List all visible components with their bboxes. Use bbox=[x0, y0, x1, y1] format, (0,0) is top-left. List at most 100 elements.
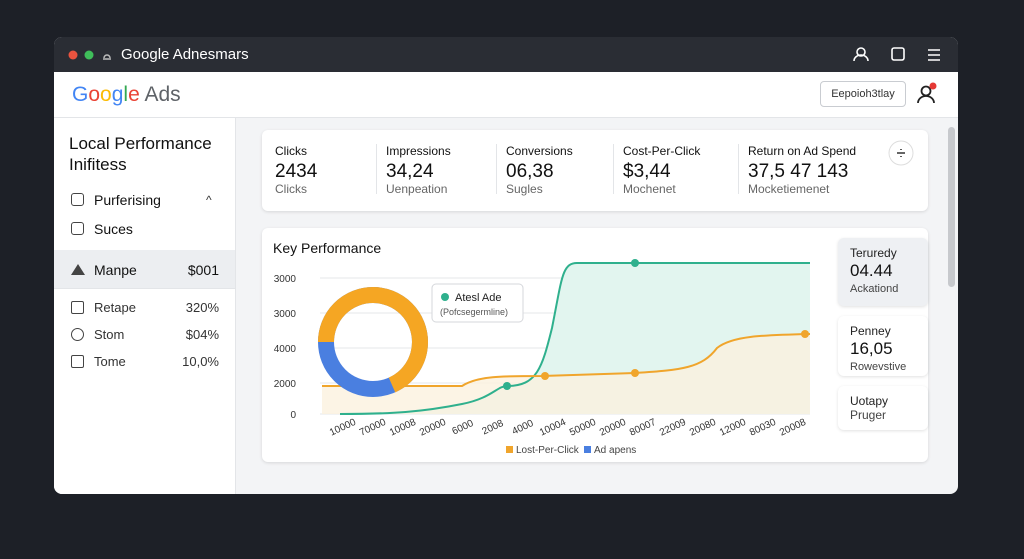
donut-legend-subtitle: (Pofcsegermline) bbox=[440, 307, 508, 317]
row-label[interactable]: Retape bbox=[94, 300, 136, 315]
settings-button[interactable] bbox=[888, 140, 914, 166]
window-title: Google Adnesmars bbox=[121, 46, 249, 63]
active-label[interactable]: Manpe bbox=[94, 262, 137, 278]
side-card-value: 04.44 bbox=[850, 261, 893, 280]
row-value: $04% bbox=[185, 327, 219, 342]
stat-label: Impressions bbox=[386, 144, 451, 158]
y-tick-label: 2000 bbox=[274, 379, 297, 390]
stat-value: 34,24 bbox=[386, 161, 434, 182]
stat-sub: Sugles bbox=[506, 182, 543, 196]
x-tick-label: 2008 bbox=[481, 418, 506, 438]
point bbox=[503, 382, 511, 390]
title-bar: Google Adnesmars bbox=[54, 37, 958, 72]
chevron: ^ bbox=[206, 193, 212, 207]
legend-swatch bbox=[584, 446, 591, 453]
stat-label: Clicks bbox=[275, 144, 307, 158]
area-fill bbox=[322, 334, 810, 414]
window-controls bbox=[68, 50, 111, 60]
header-button[interactable]: Eepoioh3tlay bbox=[820, 81, 906, 107]
x-tick-label: 10000 bbox=[328, 417, 358, 439]
x-tick-label: 20008 bbox=[778, 417, 808, 439]
row-value: 320% bbox=[185, 300, 219, 315]
x-tick-label: 22009 bbox=[658, 417, 688, 439]
stat-sub: Uenpeation bbox=[386, 182, 448, 196]
point bbox=[631, 369, 639, 377]
x-tick-label: 80030 bbox=[748, 417, 778, 439]
legend-label: Ad apens bbox=[594, 445, 636, 456]
x-tick-label: 70000 bbox=[358, 417, 388, 439]
header: Google Ads Eepoioh3tlay bbox=[54, 72, 958, 118]
x-tick-label: 50000 bbox=[568, 417, 598, 439]
menu-icon bbox=[71, 222, 84, 235]
side-card: Uotapy Pruger bbox=[838, 386, 928, 430]
row-icon bbox=[71, 328, 84, 341]
y-tick-label: 0 bbox=[290, 410, 296, 421]
logo-brand: Google bbox=[72, 83, 140, 106]
chart-title: Key Performance bbox=[273, 240, 381, 256]
stats-card: Clicks 2434 Clicks Impressions 34,24 Uenpeati… bbox=[262, 130, 928, 211]
scrollbar bbox=[948, 127, 955, 287]
row-value: 10,0% bbox=[182, 354, 219, 369]
stat-divider bbox=[613, 144, 614, 194]
point bbox=[801, 330, 809, 338]
sidebar-title: Local Performance bbox=[69, 134, 212, 153]
stat-value: 06,38 bbox=[506, 161, 554, 182]
side-card: Teruredy 04.44 Ackationd bbox=[838, 238, 928, 306]
side-card-value: Pruger bbox=[850, 408, 887, 422]
donut-orange bbox=[372, 287, 429, 393]
stat-sub: Mocketiemenet bbox=[748, 182, 830, 196]
stat-divider bbox=[496, 144, 497, 194]
sidebar-title: Inifitess bbox=[69, 155, 127, 174]
x-tick-label: 4000 bbox=[511, 418, 536, 438]
menu-icon bbox=[71, 193, 84, 206]
x-tick-label: 6000 bbox=[451, 418, 476, 438]
donut-legend-box bbox=[431, 283, 524, 323]
row-label[interactable]: Tome bbox=[94, 354, 126, 369]
side-card-label: Uotapy bbox=[850, 394, 889, 408]
side-card: Penney 16,05 Rowevstive bbox=[838, 316, 928, 376]
x-tick-label: 80007 bbox=[628, 417, 658, 439]
menu-item[interactable]: Purferising bbox=[94, 192, 161, 208]
y-tick-label: 3000 bbox=[274, 309, 297, 320]
app-window: Google Adnesmars Google Ads Eepoioh3tlay… bbox=[54, 37, 958, 494]
stat-label: Cost-Per-Click bbox=[623, 144, 701, 158]
legend-swatch bbox=[506, 446, 513, 453]
side-card-label: Teruredy bbox=[850, 246, 897, 260]
stat-value: 2434 bbox=[275, 161, 318, 182]
sidebar: Local Performance Inifitess Purferising Suc… bbox=[54, 118, 236, 494]
donut-legend-dot bbox=[441, 293, 449, 301]
legend-label: Lost-Per-Click bbox=[516, 445, 580, 456]
profile-icon[interactable] bbox=[916, 82, 940, 106]
row-label[interactable]: Stom bbox=[94, 327, 125, 342]
x-tick-label: 10008 bbox=[388, 417, 418, 439]
row-icon bbox=[71, 301, 84, 314]
stat-label: Conversions bbox=[506, 144, 573, 158]
donut-orange bbox=[318, 287, 374, 343]
x-tick-label: 12000 bbox=[718, 417, 748, 439]
toolbar-icons bbox=[853, 47, 940, 62]
x-tick-label: 20000 bbox=[418, 417, 448, 439]
menu-item[interactable]: Suces bbox=[94, 221, 133, 237]
stat-divider bbox=[738, 144, 739, 194]
stat-divider bbox=[376, 144, 377, 194]
point bbox=[631, 259, 639, 267]
donut-legend-title: Atesl Ade bbox=[455, 292, 501, 304]
y-tick-label: 4000 bbox=[274, 344, 297, 355]
point bbox=[541, 372, 549, 380]
side-card-sub: Ackationd bbox=[850, 283, 899, 295]
side-card-label: Penney bbox=[850, 324, 891, 338]
stat-sub: Clicks bbox=[275, 182, 307, 196]
y-tick-label: 3000 bbox=[274, 274, 297, 285]
logo-product: Ads bbox=[144, 83, 181, 106]
row-icon bbox=[71, 355, 84, 368]
x-tick-label: 10004 bbox=[538, 417, 568, 439]
divider bbox=[54, 288, 235, 289]
stat-sub: Mochenet bbox=[623, 182, 676, 196]
side-card-sub: Rowevstive bbox=[850, 361, 907, 373]
active-value: $001 bbox=[187, 262, 219, 278]
logo: Google Ads bbox=[72, 83, 181, 107]
line-orange bbox=[322, 333, 811, 387]
stat-label: Return on Ad Spend bbox=[748, 144, 857, 158]
